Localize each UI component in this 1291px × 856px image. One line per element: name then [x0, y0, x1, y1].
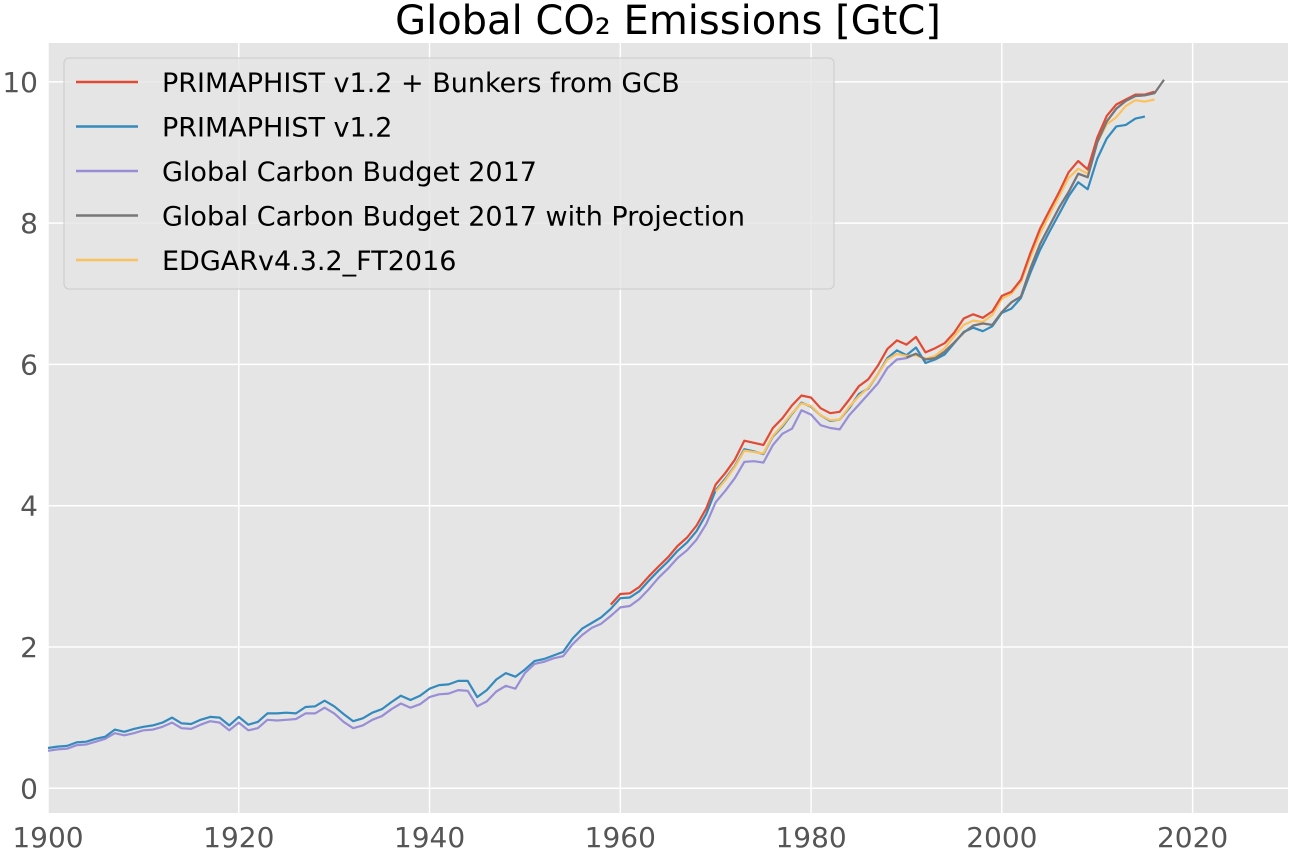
x-axis-ticks: 1900 1920 1940 1960 1980 2000 2020 — [12, 821, 1228, 854]
x-tick-label: 1980 — [775, 821, 846, 851]
x-tick-label: 1960 — [585, 821, 656, 851]
y-tick-label: 8 — [20, 207, 38, 240]
legend-label: Global Carbon Budget 2017 — [162, 157, 537, 188]
x-tick-label: 1900 — [12, 821, 83, 851]
y-tick-label: 10 — [2, 66, 38, 99]
series-line-4 — [714, 98, 1155, 493]
series-lines — [47, 79, 1165, 752]
x-tick-label: 1920 — [203, 821, 274, 851]
series-line-0 — [609, 90, 1155, 606]
legend: PRIMAPHIST v1.2 + Bunkers from GCB PRIMAP… — [63, 57, 835, 290]
legend-label: PRIMAPHIST v1.2 + Bunkers from GCB — [162, 68, 680, 99]
y-axis-ticks: 0 2 4 6 8 10 — [2, 66, 38, 805]
x-tick-label: 2020 — [1157, 821, 1228, 851]
chart-title: Global CO₂ Emissions [GtC] — [395, 0, 941, 44]
series-line-3 — [906, 79, 1165, 361]
x-tick-label: 1940 — [394, 821, 465, 851]
y-tick-label: 4 — [20, 490, 38, 523]
legend-box — [63, 57, 835, 290]
legend-label: EDGARv4.3.2_FT2016 — [162, 246, 456, 277]
y-tick-label: 0 — [20, 772, 38, 805]
legend-label: Global Carbon Budget 2017 with Projectio… — [162, 202, 745, 233]
legend-label: PRIMAPHIST v1.2 — [162, 113, 392, 144]
x-tick-label: 2000 — [966, 821, 1037, 851]
y-tick-label: 2 — [20, 631, 38, 664]
y-tick-label: 6 — [20, 348, 38, 381]
